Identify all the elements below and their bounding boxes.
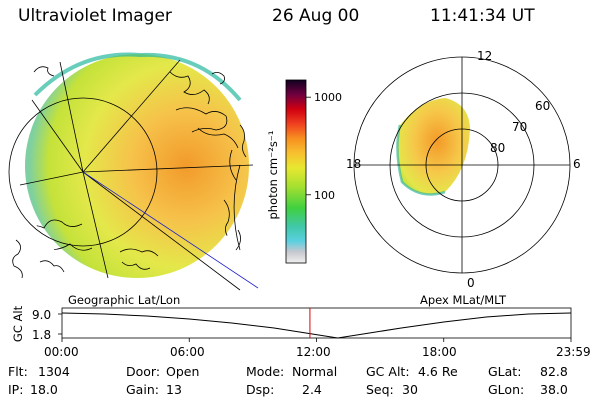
altitude-plot — [58, 307, 572, 342]
auroral-oval — [397, 98, 470, 195]
colorbar-ticks: 1000 100 — [306, 91, 342, 202]
flt-label: Flt: — [8, 364, 28, 379]
dsp-label: Dsp: — [246, 382, 275, 397]
seq-label: Seq: — [366, 382, 394, 397]
gain-label: Gain: — [126, 382, 159, 397]
altitude-axis-label: GC Alt — [11, 305, 25, 342]
gain-value: 13 — [166, 382, 182, 397]
gcalt-value: 4.6 Re — [418, 364, 458, 379]
alt-xtick-0600: 06:00 — [170, 345, 205, 359]
alt-xtick-1200: 12:00 — [296, 345, 331, 359]
alt-ytick-9: 9.0 — [32, 308, 52, 322]
door-value: Open — [166, 364, 200, 379]
mlt-label-12: 12 — [477, 49, 492, 63]
date-label: 26 Aug 00 — [272, 6, 360, 26]
mlt-label-18: 18 — [346, 157, 361, 171]
flt-value: 1304 — [38, 364, 70, 379]
mlat-label-70: 70 — [512, 120, 527, 134]
altitude-curve — [61, 312, 572, 339]
mlt-label-6: 6 — [573, 157, 581, 171]
seq-value: 30 — [402, 382, 418, 397]
alt-ytick-1-8: 1.8 — [32, 328, 52, 342]
altitude-x-tick-marks — [61, 338, 572, 342]
colorbar: 1000 100 photon cm⁻²s⁻¹ — [266, 79, 342, 264]
instrument-title: Ultraviolet Imager — [18, 6, 172, 26]
geographic-label: Geographic Lat/Lon — [68, 293, 180, 307]
coastline-fragments — [12, 66, 247, 279]
glat-value: 82.8 — [540, 364, 568, 379]
altitude-plot-frame — [61, 307, 572, 339]
aurora-image — [25, 54, 249, 278]
ip-label: IP: — [8, 382, 24, 397]
mlat-label-80: 80 — [490, 141, 505, 155]
colorbar-unit-label: photon cm⁻²s⁻¹ — [266, 131, 280, 220]
mode-label: Mode: — [246, 364, 285, 379]
mode-value: Normal — [292, 364, 338, 379]
latlon-grid — [8, 59, 254, 291]
glon-value: 38.0 — [540, 382, 568, 397]
polar-mlat-mlt-plot — [353, 56, 571, 274]
colorbar-tick-label: 100 — [314, 189, 335, 202]
door-label: Door: — [126, 364, 161, 379]
time-label: 11:41:34 UT — [430, 6, 535, 26]
dsp-value: 2.4 — [302, 382, 322, 397]
mlt-label-0: 0 — [467, 276, 475, 290]
colorbar-gradient — [285, 79, 307, 264]
terminator-line — [82, 171, 259, 289]
gcalt-label: GC Alt: — [366, 364, 410, 379]
glon-label: GLon: — [488, 382, 525, 397]
mlat-label-60: 60 — [535, 99, 550, 113]
alt-xtick-0000: 00:00 — [44, 345, 79, 359]
ip-value: 18.0 — [30, 382, 58, 397]
colorbar-tick-label: 1000 — [314, 91, 342, 104]
glat-label: GLat: — [488, 364, 522, 379]
alt-xtick-1800: 18:00 — [422, 345, 457, 359]
alt-xtick-2359: 23:59 — [556, 345, 591, 359]
polar-grid — [353, 56, 571, 274]
geographic-image-panel — [8, 52, 259, 291]
apex-label: Apex MLat/MLT — [420, 293, 507, 307]
coastlines — [23, 71, 239, 257]
